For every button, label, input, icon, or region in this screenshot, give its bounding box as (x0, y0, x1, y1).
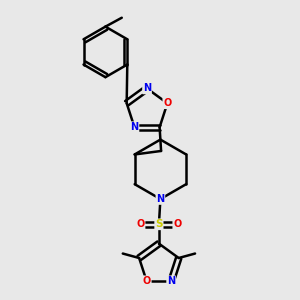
Text: O: O (163, 98, 172, 108)
Text: O: O (142, 276, 151, 286)
Text: O: O (136, 219, 145, 229)
Text: O: O (173, 219, 182, 229)
Text: S: S (155, 219, 163, 229)
Text: N: N (143, 83, 151, 94)
Text: N: N (167, 276, 175, 286)
Text: N: N (156, 194, 164, 204)
Text: N: N (130, 122, 139, 132)
